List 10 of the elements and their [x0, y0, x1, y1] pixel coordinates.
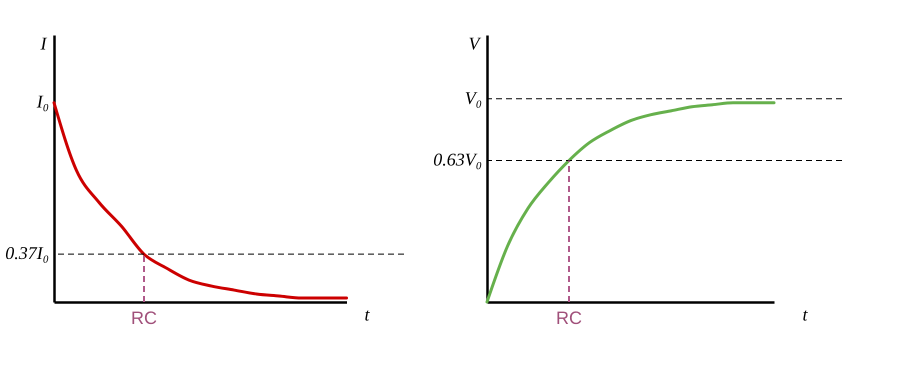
- y-axis-title: V: [468, 34, 482, 54]
- ref-line-label: V₀: [464, 88, 482, 108]
- ref-line-label: 0.63V₀: [433, 150, 482, 170]
- x-axis-title: t: [802, 304, 808, 324]
- y-axis-title: I: [40, 34, 48, 54]
- text: I₀: [36, 92, 49, 112]
- ref-line-label: 0.37I₀: [5, 243, 49, 264]
- annotation: RC: [556, 308, 582, 328]
- annotation: RC: [131, 308, 157, 328]
- x-axis-title: t: [364, 304, 370, 324]
